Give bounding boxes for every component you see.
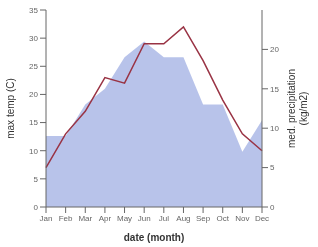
svg-text:Mar: Mar bbox=[78, 214, 92, 223]
svg-text:0: 0 bbox=[34, 203, 39, 212]
svg-text:0: 0 bbox=[270, 203, 275, 212]
svg-text:max temp (C): max temp (C) bbox=[8, 78, 16, 139]
svg-text:15: 15 bbox=[29, 118, 38, 127]
svg-text:5: 5 bbox=[270, 163, 275, 172]
svg-text:Apr: Apr bbox=[99, 214, 112, 223]
svg-text:Jul: Jul bbox=[159, 214, 169, 223]
svg-text:Sep: Sep bbox=[196, 214, 211, 223]
svg-text:30: 30 bbox=[29, 34, 38, 43]
svg-text:5: 5 bbox=[34, 175, 39, 184]
svg-text:med. precipitation(kg/m2): med. precipitation(kg/m2) bbox=[286, 69, 309, 148]
svg-text:10: 10 bbox=[270, 124, 279, 133]
svg-text:Oct: Oct bbox=[217, 214, 230, 223]
svg-text:35: 35 bbox=[29, 6, 38, 15]
svg-text:20: 20 bbox=[270, 45, 279, 54]
svg-text:25: 25 bbox=[29, 62, 38, 71]
svg-text:15: 15 bbox=[270, 85, 279, 94]
svg-text:Jun: Jun bbox=[138, 214, 151, 223]
svg-text:Dec: Dec bbox=[255, 214, 269, 223]
svg-text:20: 20 bbox=[29, 90, 38, 99]
svg-text:Jan: Jan bbox=[40, 214, 53, 223]
svg-text:10: 10 bbox=[29, 147, 38, 156]
svg-text:Nov: Nov bbox=[235, 214, 249, 223]
svg-text:Feb: Feb bbox=[59, 214, 73, 223]
svg-text:May: May bbox=[117, 214, 132, 223]
svg-text:Aug: Aug bbox=[176, 214, 190, 223]
svg-text:date (month): date (month) bbox=[124, 232, 185, 243]
